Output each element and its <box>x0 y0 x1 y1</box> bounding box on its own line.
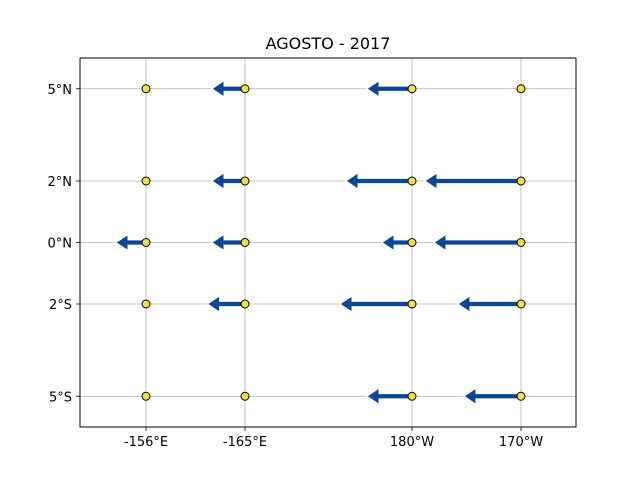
x-tick-label: -165°E <box>223 435 267 450</box>
station-marker <box>516 176 526 186</box>
station-marker <box>141 176 151 186</box>
x-tick-label: 180°W <box>390 435 434 450</box>
station-marker <box>141 299 151 309</box>
wind-arrow <box>345 172 413 190</box>
station-marker <box>240 84 250 94</box>
wind-arrow <box>433 233 522 252</box>
wind-arrow <box>206 295 246 313</box>
station-marker <box>240 299 250 309</box>
station-marker <box>516 391 526 401</box>
station-marker <box>407 391 417 401</box>
wind-arrow <box>366 387 413 406</box>
station-marker <box>407 84 417 94</box>
station-marker <box>240 391 250 401</box>
station-marker <box>141 84 151 94</box>
wind-arrow <box>366 79 413 98</box>
wind-arrow <box>457 295 522 313</box>
x-tick-label: -156°E <box>124 435 168 450</box>
y-tick-label: 0°N <box>48 237 73 252</box>
y-axis-ticks: 5°N 2°N 0°N 2°S 5°S <box>48 83 80 405</box>
station-marker <box>240 176 250 186</box>
wind-arrows <box>115 79 522 406</box>
y-tick-label: 5°S <box>49 390 72 405</box>
station-marker <box>407 299 417 309</box>
station-marker <box>240 238 250 247</box>
y-tick-label: 2°N <box>48 175 73 190</box>
y-tick-label: 2°S <box>49 298 72 313</box>
wind-arrow <box>424 172 522 190</box>
station-marker <box>516 84 526 94</box>
station-marker <box>516 299 526 309</box>
x-tick-label: 170°W <box>499 435 543 450</box>
station-marker <box>407 176 417 186</box>
chart-title: AGOSTO - 2017 <box>266 34 391 53</box>
wind-arrow <box>339 295 413 313</box>
station-marker <box>141 391 151 401</box>
station-marker <box>141 238 151 247</box>
wind-arrow <box>463 387 522 406</box>
station-markers <box>141 84 526 401</box>
x-axis-ticks: -156°E -165°E 180°W 170°W <box>124 427 543 450</box>
station-marker <box>516 238 526 247</box>
station-marker <box>407 238 417 247</box>
y-tick-label: 5°N <box>48 83 73 98</box>
